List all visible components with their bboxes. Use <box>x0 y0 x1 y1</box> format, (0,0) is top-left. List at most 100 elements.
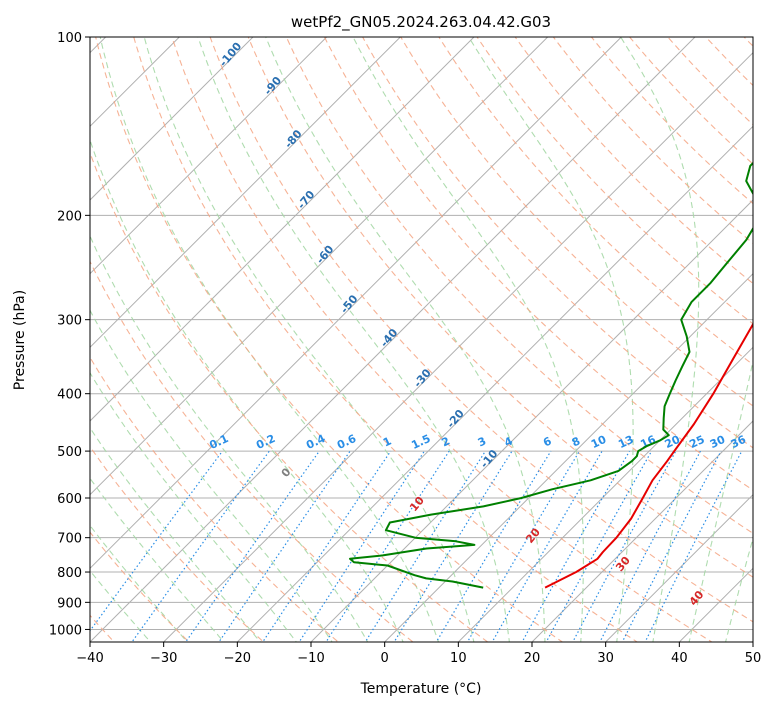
y-tick-label: 900 <box>57 596 82 611</box>
dry-adiabat-line <box>90 356 340 642</box>
y-axis-label: Pressure (hPa) <box>12 290 28 390</box>
dry-adiabat-label: -60 <box>314 243 337 267</box>
y-tick-label: 200 <box>57 209 82 224</box>
mixing-ratio-label: 10 <box>589 433 609 451</box>
mixing-ratio-line <box>262 450 392 642</box>
mixing-ratio-line <box>184 450 320 642</box>
isotherm-line <box>752 641 753 642</box>
y-tick-label: 600 <box>57 492 82 507</box>
moist-adiabat-line <box>90 477 225 642</box>
y-tick-label: 100 <box>57 31 82 46</box>
dry-adiabat-line <box>667 37 753 126</box>
mixing-ratio-line <box>644 450 743 642</box>
moist-adiabat-label: 30 <box>613 554 633 574</box>
x-tick-label: −30 <box>150 651 177 666</box>
moist-adiabat-line <box>90 234 369 642</box>
y-tick-label: 700 <box>57 532 82 547</box>
moist-adiabat-line <box>265 37 546 642</box>
isotherm-line <box>163 51 753 642</box>
isotherm-line <box>90 37 254 201</box>
x-tick-label: −10 <box>297 651 324 666</box>
moist-adiabat-line <box>468 37 634 642</box>
y-tick-label: 300 <box>57 314 82 329</box>
moist-adiabat-line <box>90 426 261 642</box>
dry-adiabat-label: -100 <box>217 40 245 70</box>
moist-adiabat-line <box>688 358 753 642</box>
moist-adiabat-line <box>90 309 333 642</box>
mixing-ratio-label: 2 <box>440 434 452 449</box>
mixing-ratio-line <box>545 450 653 642</box>
isotherm-line <box>90 37 696 642</box>
isotherm-line <box>90 37 549 496</box>
dry-adiabat-line <box>90 260 414 642</box>
isotherm-line <box>531 420 753 642</box>
mixing-ratio-label: 0.4 <box>304 432 327 452</box>
mixing-ratio-label: 1.5 <box>409 432 432 452</box>
dry-adiabat-line <box>90 445 265 642</box>
dry-adiabat-label: -90 <box>261 74 284 98</box>
dry-adiabat-label: -10 <box>478 447 501 471</box>
isotherm-line <box>678 567 753 642</box>
mixing-ratio-line <box>325 450 450 642</box>
dry-adiabat-line <box>476 37 753 325</box>
mixing-ratio-label: 0.6 <box>335 432 358 452</box>
moist-adiabat-line <box>99 37 440 642</box>
dry-adiabat-line <box>756 10 775 654</box>
dry-adiabat-line <box>362 37 753 449</box>
chart-title: wetPf2_GN05.2024.263.04.42.G03 <box>291 13 551 32</box>
mixing-ratio-label: 0.2 <box>254 432 277 452</box>
moist-adiabat-line <box>197 37 510 642</box>
y-tick-label: 400 <box>57 388 82 403</box>
dry-adiabat-line <box>705 37 753 87</box>
x-axis-label: Temperature (°C) <box>360 681 482 697</box>
x-tick-label: 50 <box>745 651 762 666</box>
mixing-ratio-label: 3 <box>476 434 488 449</box>
moist-adiabat-line <box>620 37 700 642</box>
dewpoint-profile-line <box>349 161 753 589</box>
dry-adiabat-line <box>323 37 753 491</box>
dry-adiabat-line <box>438 37 753 366</box>
mixing-ratio-line <box>131 450 270 642</box>
dry-adiabat-line <box>590 37 753 205</box>
mixing-ratio-label: 20 <box>663 433 683 451</box>
isotherm-line <box>90 37 622 570</box>
mixing-ratio-line <box>466 450 580 642</box>
moist-adiabat-label: 20 <box>523 525 543 545</box>
dry-adiabat-line <box>400 37 753 407</box>
x-tick-label: 10 <box>450 651 467 666</box>
mixing-ratio-label: 30 <box>708 433 728 451</box>
mixing-ratio-label: 6 <box>541 434 554 449</box>
y-tick-label: 1000 <box>49 623 82 638</box>
moist-adiabat-line <box>90 138 404 642</box>
mixing-ratio-label: 13 <box>616 433 635 451</box>
x-tick-label: −40 <box>76 651 103 666</box>
mixing-ratio-label: 0.1 <box>207 432 230 452</box>
dry-adiabat-line <box>743 37 753 47</box>
dry-adiabat-label: -50 <box>338 292 361 316</box>
mixing-ratio-label: 16 <box>638 433 658 451</box>
isotherm-line <box>310 199 753 642</box>
mixing-ratio-line <box>435 450 552 642</box>
isotherm-line <box>605 493 753 642</box>
x-tick-label: 40 <box>671 651 688 666</box>
x-tick-label: 30 <box>597 651 614 666</box>
dry-adiabat-line <box>514 37 753 285</box>
isotherm-line <box>90 37 475 422</box>
temperature-profile-line <box>544 322 753 589</box>
dry-adiabat-line <box>247 37 753 578</box>
dry-adiabat-line <box>90 151 489 642</box>
mixing-ratio-label: 25 <box>687 433 706 451</box>
isotherm-line <box>90 37 328 275</box>
dry-adiabat-label: -20 <box>444 407 467 431</box>
dry-adiabat-label: -70 <box>295 188 318 212</box>
isotherm-line <box>90 37 401 349</box>
y-tick-label: 500 <box>57 445 82 460</box>
mixing-ratio-label: 36 <box>729 433 749 451</box>
dry-adiabat-label: -40 <box>378 326 401 350</box>
mixing-ratio-line <box>298 450 425 642</box>
x-tick-label: 0 <box>381 651 389 666</box>
mixing-ratio-line <box>491 450 603 642</box>
isotherm-line <box>236 125 753 642</box>
moist-adiabat-line <box>725 536 753 642</box>
